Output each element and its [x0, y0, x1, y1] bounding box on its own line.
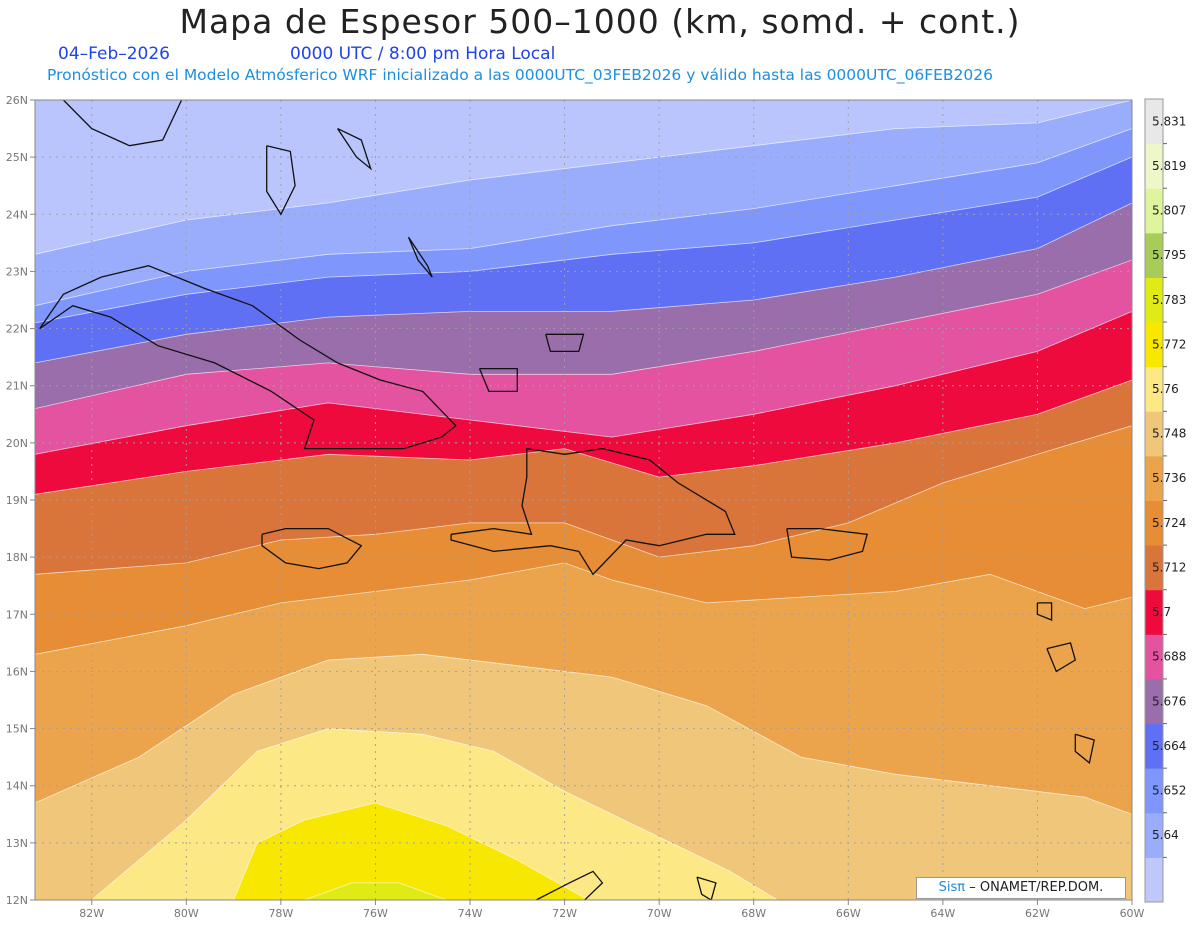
lat-tick-label: 26N: [6, 94, 28, 107]
colorbar-label: 5.831: [1152, 114, 1186, 128]
coastline-cuba: [39, 265, 457, 450]
colorbar-swatch: [1145, 188, 1163, 234]
colorbar-swatch: [1145, 411, 1163, 457]
lon-tick-label: 72W: [552, 907, 577, 920]
lon-tick-label: 70W: [647, 907, 672, 920]
lon-tick-label: 64W: [930, 907, 955, 920]
colorbar-swatch: [1145, 143, 1163, 189]
coastline-guadeloupe: [1046, 642, 1077, 673]
coastline-andros: [266, 145, 296, 216]
lat-tick-label: 19N: [6, 494, 28, 507]
coastlines: [39, 100, 1095, 900]
lat-tick-label: 22N: [6, 323, 28, 336]
colorbar-swatch: [1145, 366, 1163, 412]
colorbar-swatch: [1145, 812, 1163, 858]
lon-tick-label: 60W: [1120, 907, 1145, 920]
coastline-caicos: [545, 333, 585, 353]
colorbar-label: 5.819: [1152, 159, 1186, 173]
lat-tick-label: 14N: [6, 780, 28, 793]
lon-tick-label: 68W: [741, 907, 766, 920]
lat-tick-label: 20N: [6, 437, 28, 450]
colorbar-swatch: [1145, 99, 1163, 145]
coastline-jamaica: [261, 527, 363, 570]
lat-tick-label: 21N: [6, 380, 28, 393]
coastline-puerto-rico: [786, 527, 869, 561]
lat-tick-label: 25N: [6, 151, 28, 164]
colorbar-label: 5.7: [1152, 605, 1171, 619]
lon-tick-label: 78W: [268, 907, 293, 920]
coastline-hispaniola: [450, 447, 736, 576]
colorbar-label: 5.736: [1152, 471, 1186, 485]
colorbar-swatch: [1145, 232, 1163, 278]
colorbar-swatch: [1145, 678, 1163, 725]
lon-tick-label: 62W: [1025, 907, 1050, 920]
lat-tick-label: 12N: [6, 894, 28, 907]
colorbar-swatch: [1145, 545, 1163, 591]
coastline-great-inagua: [478, 367, 518, 393]
colorbar: 5.64 5.652 5.664 5.676 5.688 5.7 5.712 5.724 5.7…: [1144, 98, 1186, 903]
coastline-martinique: [1074, 733, 1095, 765]
graticule: [35, 100, 1132, 900]
credit-brand: Sisπ: [938, 880, 966, 895]
colorbar-label: 5.724: [1152, 516, 1186, 530]
longitude-ticks: 82W 80W 78W 76W 74W 72W 70W 68W 66W 64W 62W 60W: [79, 900, 1145, 920]
lon-tick-label: 74W: [458, 907, 483, 920]
coastline-curacao: [696, 876, 717, 900]
lon-tick-label: 82W: [79, 907, 104, 920]
thickness-band: [233, 802, 589, 900]
colorbar-label: 5.64: [1152, 828, 1179, 842]
lat-tick-label: 24N: [6, 208, 28, 221]
lat-tick-label: 13N: [6, 837, 28, 850]
lon-tick-label: 80W: [174, 907, 199, 920]
lon-tick-label: 76W: [363, 907, 388, 920]
lat-tick-label: 16N: [6, 665, 28, 678]
valid-date: 04–Feb–2026: [58, 44, 170, 64]
coastline-florida: [62, 100, 183, 147]
lat-tick-label: 15N: [6, 723, 28, 736]
colorbar-label: 5.712: [1152, 560, 1186, 574]
lat-tick-label: 18N: [6, 551, 28, 564]
colorbar-swatch: [1145, 634, 1163, 680]
colorbar-swatch: [1145, 277, 1163, 323]
valid-time: 0000 UTC / 8:00 pm Hora Local: [290, 44, 556, 64]
latitude-ticks: 12N 13N 14N 15N 16N 17N 18N 19N 20N 21N 22N 23N 24N 2…: [6, 94, 35, 907]
colorbar-label: 5.676: [1152, 694, 1186, 708]
thickness-bands: [35, 100, 1132, 900]
map-title: Mapa de Espesor 500–1000 (km, somd. + co…: [179, 2, 1021, 41]
colorbar-swatch: [1145, 500, 1163, 546]
coastline-antigua: [1036, 602, 1053, 621]
colorbar-label: 5.807: [1152, 204, 1186, 218]
colorbar-swatch: [1145, 723, 1163, 769]
colorbar-label: 5.772: [1152, 337, 1186, 351]
coastline-eleuthera: [337, 128, 373, 171]
colorbar-label: 5.688: [1152, 650, 1186, 664]
credit-box: Sisπ – ONAMET/REP.DOM.: [916, 877, 1126, 899]
colorbar-swatch: [1145, 589, 1163, 635]
lat-tick-label: 17N: [6, 608, 28, 621]
colorbar-swatch: [1145, 768, 1163, 814]
model-info: Pronóstico con el Modelo Atmósferico WRF…: [47, 66, 993, 84]
colorbar-label: 5.783: [1152, 293, 1186, 307]
colorbar-label: 5.795: [1152, 248, 1186, 262]
colorbar-label: 5.748: [1152, 427, 1186, 441]
credit-text: – ONAMET/REP.DOM.: [969, 880, 1104, 895]
colorbar-label: 5.652: [1152, 783, 1186, 797]
colorbar-swatch: [1145, 857, 1163, 903]
lat-tick-label: 23N: [6, 265, 28, 278]
colorbar-swatch: [1145, 322, 1163, 368]
coastline-long-island: [407, 236, 433, 278]
coastline-guajira: [535, 870, 604, 900]
colorbar-label: 5.76: [1152, 382, 1179, 396]
colorbar-swatch: [1145, 455, 1163, 501]
lon-tick-label: 66W: [836, 907, 861, 920]
colorbar-label: 5.664: [1152, 739, 1186, 753]
